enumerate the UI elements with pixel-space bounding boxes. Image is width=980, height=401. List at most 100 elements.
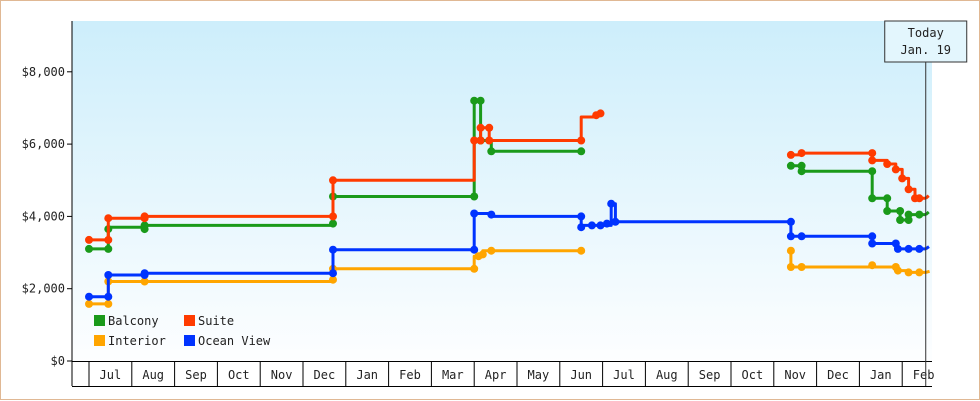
data-point (485, 136, 494, 145)
data-point (487, 246, 496, 255)
data-point (577, 246, 586, 255)
data-point (786, 232, 795, 241)
y-tick-label: $8,000 (22, 65, 65, 79)
legend-swatch (94, 315, 105, 326)
x-tick-label: Dec (314, 368, 336, 382)
data-point (104, 235, 113, 244)
x-tick-label: Feb (399, 368, 421, 382)
data-point (915, 268, 924, 277)
data-point (596, 221, 605, 230)
data-point (85, 292, 93, 301)
data-point (915, 244, 924, 253)
y-tick-label: $6,000 (22, 137, 65, 151)
data-point (476, 96, 485, 105)
data-point (478, 250, 487, 259)
y-tick-label: $4,000 (22, 209, 65, 223)
data-point (868, 194, 877, 203)
legend-label: Suite (198, 314, 234, 328)
data-point (85, 235, 93, 244)
x-tick-label: Oct (742, 368, 764, 382)
data-point (140, 269, 149, 278)
data-point (893, 244, 902, 253)
projection-line (924, 208, 933, 216)
data-point (893, 266, 902, 275)
data-point (915, 194, 924, 203)
legend-item: Balcony (94, 314, 159, 328)
data-point (487, 210, 496, 219)
legend-label: Balcony (108, 314, 159, 328)
legend-item: Interior (94, 334, 166, 348)
x-tick-label: Apr (485, 368, 507, 382)
data-point (140, 221, 149, 230)
x-tick-label: Jun (570, 368, 592, 382)
legend-label: Interior (108, 334, 166, 348)
data-point (470, 96, 479, 105)
data-point (329, 212, 337, 221)
data-point (577, 223, 586, 232)
data-point (329, 245, 337, 254)
x-tick-label: Nov (784, 368, 806, 382)
legend-item: Ocean View (184, 334, 271, 348)
data-point (104, 271, 113, 279)
y-tick-label: $0 (51, 354, 65, 368)
data-point (898, 174, 907, 183)
data-point (487, 147, 496, 156)
data-point (797, 167, 806, 176)
x-tick-label: Sep (185, 368, 207, 382)
projection-line (924, 243, 933, 251)
today-box (884, 20, 968, 63)
legend-item: Suite (184, 314, 234, 328)
x-tick-label: May (528, 368, 550, 382)
data-point (904, 185, 913, 194)
data-point (786, 217, 795, 226)
series-suite (85, 109, 933, 244)
data-point (786, 161, 795, 170)
data-point (596, 109, 605, 118)
today-date: Jan. 19 (900, 43, 951, 57)
data-point (104, 299, 113, 308)
legend-swatch (184, 335, 195, 346)
data-point (329, 219, 337, 228)
data-point (577, 136, 586, 145)
data-point (868, 239, 877, 248)
data-point (476, 123, 485, 132)
x-tick-label: Jan (870, 368, 892, 382)
data-point (883, 207, 892, 215)
x-tick-label: Sep (699, 368, 721, 382)
x-tick-label: Dec (827, 368, 849, 382)
data-point (868, 232, 877, 241)
data-point (587, 221, 596, 230)
data-point (104, 214, 113, 223)
series-ocean-view (85, 199, 933, 301)
data-point (602, 219, 611, 228)
data-point (140, 277, 149, 286)
data-point (85, 299, 93, 308)
data-point (904, 210, 913, 219)
data-point (904, 244, 913, 253)
plot-area (72, 21, 932, 361)
data-point (611, 217, 620, 226)
legend-swatch (184, 315, 195, 326)
y-tick-label: $2,000 (22, 282, 65, 296)
data-point (915, 210, 924, 219)
data-point (329, 275, 337, 284)
data-point (470, 245, 479, 254)
data-point (104, 292, 113, 301)
data-point (868, 156, 877, 165)
data-point (577, 212, 586, 221)
x-tick-label: Feb (913, 368, 935, 382)
x-tick-label: Aug (656, 368, 678, 382)
x-tick-label: Oct (228, 368, 250, 382)
x-tick-label: Nov (271, 368, 293, 382)
data-point (329, 176, 337, 185)
data-point (797, 149, 806, 158)
data-point (485, 123, 494, 132)
data-point (868, 149, 877, 158)
data-point (470, 192, 479, 201)
data-point (140, 212, 149, 221)
data-point (104, 244, 113, 253)
data-point (577, 147, 586, 156)
data-point (470, 264, 479, 273)
